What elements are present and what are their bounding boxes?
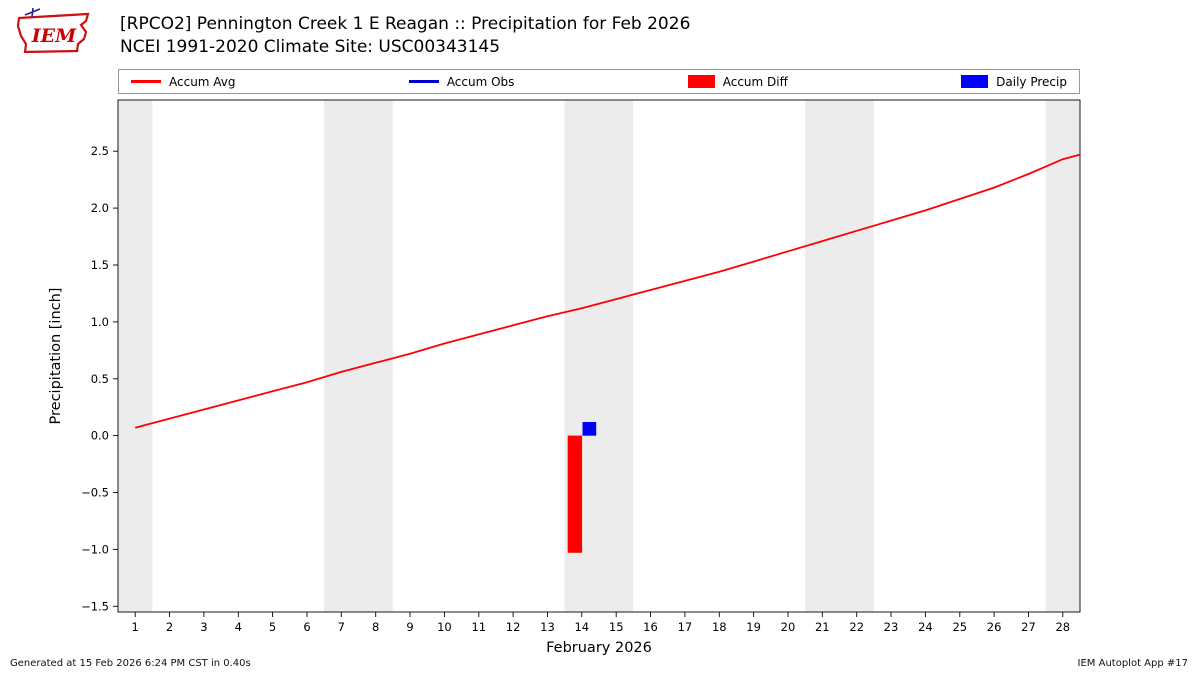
- legend-item-accum-avg: Accum Avg: [131, 75, 236, 89]
- svg-text:16: 16: [643, 620, 658, 634]
- svg-text:0.5: 0.5: [91, 372, 109, 386]
- svg-text:−0.5: −0.5: [81, 486, 109, 500]
- svg-text:4: 4: [235, 620, 242, 634]
- svg-text:10: 10: [437, 620, 452, 634]
- svg-text:3: 3: [200, 620, 207, 634]
- svg-text:12: 12: [506, 620, 521, 634]
- svg-text:14: 14: [574, 620, 589, 634]
- svg-text:13: 13: [540, 620, 555, 634]
- daily-precip-bar-swatch-icon: [961, 75, 989, 88]
- svg-text:15: 15: [609, 620, 624, 634]
- legend-label: Daily Precip: [996, 74, 1067, 89]
- svg-text:11: 11: [471, 620, 486, 634]
- svg-text:22: 22: [849, 620, 864, 634]
- svg-text:1.5: 1.5: [91, 258, 109, 272]
- accum-avg-line-swatch-icon: [131, 80, 161, 83]
- svg-text:1.0: 1.0: [91, 315, 109, 329]
- svg-text:18: 18: [712, 620, 727, 634]
- chart-subtitle: NCEI 1991-2020 Climate Site: USC00343145: [120, 37, 501, 58]
- svg-text:0.0: 0.0: [91, 429, 109, 443]
- svg-text:−1.5: −1.5: [81, 599, 109, 613]
- logo-text: IEM: [31, 25, 77, 47]
- svg-text:8: 8: [372, 620, 379, 634]
- svg-text:9: 9: [406, 620, 413, 634]
- generated-timestamp: Generated at 15 Feb 2026 6:24 PM CST in …: [10, 658, 251, 669]
- svg-text:−1.0: −1.0: [81, 542, 109, 556]
- svg-text:2.0: 2.0: [91, 201, 109, 215]
- svg-text:23: 23: [884, 620, 899, 634]
- app-credit: IEM Autoplot App #17: [1077, 658, 1188, 669]
- svg-text:25: 25: [952, 620, 967, 634]
- svg-text:24: 24: [918, 620, 933, 634]
- svg-text:6: 6: [303, 620, 310, 634]
- legend-item-accum-obs: Accum Obs: [408, 74, 515, 89]
- svg-text:20: 20: [781, 620, 796, 634]
- svg-text:28: 28: [1055, 620, 1070, 634]
- legend-label: Accum Avg: [169, 74, 236, 89]
- legend-item-accum-diff: Accum Diff: [687, 74, 788, 89]
- svg-text:17: 17: [678, 620, 693, 634]
- weather-vane-icon: [24, 7, 41, 18]
- svg-text:2.5: 2.5: [91, 144, 109, 158]
- svg-text:27: 27: [1021, 620, 1036, 634]
- title-block: [RPCO2] Pennington Creek 1 E Reagan :: P…: [120, 13, 690, 60]
- svg-text:21: 21: [815, 620, 830, 634]
- legend-label: Accum Diff: [722, 74, 788, 89]
- svg-text:19: 19: [746, 620, 761, 634]
- legend-label: Accum Obs: [446, 74, 515, 89]
- svg-text:Precipitation [inch]: Precipitation [inch]: [48, 288, 64, 425]
- accum-diff-bar-swatch-icon: [687, 75, 715, 88]
- svg-text:7: 7: [338, 620, 345, 634]
- svg-text:26: 26: [987, 620, 1002, 634]
- chart-title: [RPCO2] Pennington Creek 1 E Reagan :: P…: [120, 14, 691, 34]
- svg-text:5: 5: [269, 620, 276, 634]
- legend-item-daily-precip: Daily Precip: [961, 75, 1067, 89]
- svg-text:1: 1: [132, 620, 139, 634]
- iowa-outline-icon: [16, 12, 90, 54]
- iem-logo: IEM: [16, 7, 90, 54]
- chart-legend: Accum Avg Accum Obs Accum Diff Daily Pre…: [118, 69, 1080, 94]
- accum-obs-line-swatch-icon: [408, 80, 439, 83]
- svg-text:February 2026: February 2026: [546, 640, 652, 656]
- svg-text:2: 2: [166, 620, 173, 634]
